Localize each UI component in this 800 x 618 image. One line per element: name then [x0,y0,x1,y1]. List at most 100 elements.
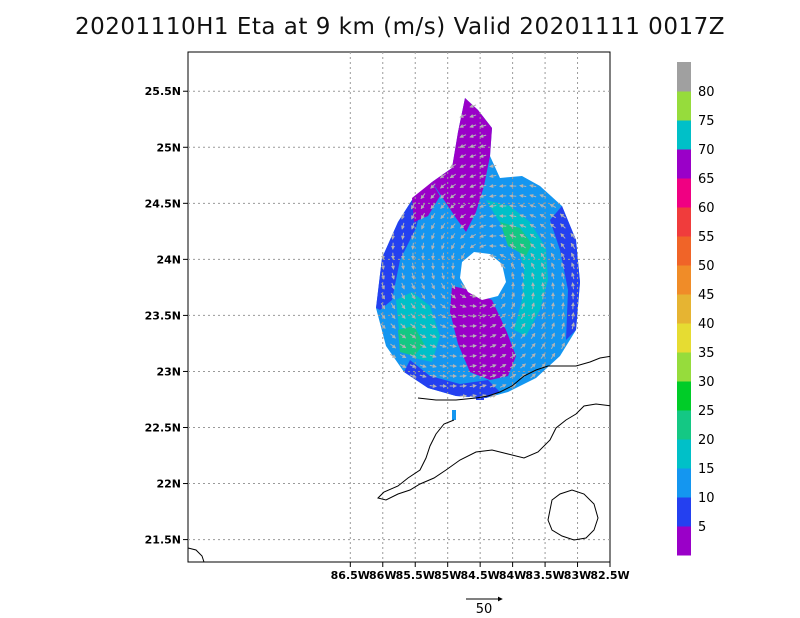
wind-vector [410,292,416,300]
colorbar-label: 75 [698,114,715,129]
wind-vector [509,244,517,248]
wind-vector [440,203,446,209]
wind-vector [449,163,457,169]
wind-vector [411,282,415,290]
wind-vector [560,223,566,229]
wind-vector [489,224,497,228]
wind-vector [439,354,447,358]
wind-vector [479,174,487,178]
wind-vector [390,333,396,339]
wind-vector [400,333,407,339]
wind-vector [439,324,447,328]
wind-vector [469,364,477,368]
wind-vector [450,213,456,219]
wind-vector [540,342,546,349]
y-tick-label: 24.5N [145,197,181,210]
wind-vector [539,194,547,198]
wind-vector [459,203,467,209]
wind-vector [430,213,436,220]
wind-vector [389,353,397,359]
wind-vector [560,252,566,260]
wind-vector [499,384,507,388]
wind-vector [519,214,527,218]
wind-vector [430,303,436,309]
colorbar-label: 65 [698,172,715,187]
wind-vector [449,193,456,199]
wind-vector [429,384,437,388]
wind-vector [521,292,525,300]
wind-vector [391,282,395,290]
wind-vector [541,312,545,320]
wind-vector [479,324,487,328]
wind-vector [429,364,437,368]
grid-lines [188,52,610,562]
x-axis: 86.5W 86W 85.5W 85W 84.5W 84W 83.5W 83W 82.5W [331,562,630,582]
wind-vector [541,282,545,290]
wind-vector [469,384,477,388]
wind-vector [451,272,455,280]
wind-vector [520,353,526,359]
colorbar-label: 25 [698,404,715,419]
wind-vector [529,184,537,188]
wind-vector [489,344,497,348]
wind-vector [399,364,407,368]
wind-vector [449,303,457,309]
y-tick-label: 23N [156,365,181,378]
wind-vector [539,204,547,208]
wind-vector [381,292,385,300]
wind-vector [431,262,435,270]
wind-vector [391,292,395,300]
wind-vector [541,302,545,310]
wind-vector [410,202,416,210]
wind-vector [500,263,506,269]
wind-vector [469,243,476,249]
wind-vector [541,322,545,330]
wind-vector [439,364,447,368]
wind-vector [499,254,507,258]
wind-vector [449,173,457,179]
wind-vector [540,332,546,340]
wind-vector [500,313,506,319]
wind-vector [500,292,506,300]
wind-vector [469,124,477,128]
wind-vector [519,224,527,228]
wind-vector [410,313,416,319]
colorbar-swatch [677,323,691,353]
wind-vector [419,333,427,339]
wind-vector [380,313,386,320]
wind-vector [430,193,436,199]
colorbar-label: 55 [698,230,715,245]
wind-vector [509,194,517,198]
wind-vector [411,272,415,280]
wind-vector [509,234,517,238]
wind-vector [531,262,535,270]
x-tick-label: 82.5W [590,569,629,582]
wind-vector [459,293,467,299]
wind-vector [499,353,507,359]
wind-vector [499,244,507,248]
wind-vector [489,303,497,309]
wind-vector [431,282,435,290]
wind-vector [459,114,467,118]
wind-vector [460,233,466,239]
wind-vector [479,244,487,248]
wind-vector [429,334,437,338]
colorbar-label: 15 [698,462,715,477]
wind-vector [391,272,395,280]
wind-vector [521,302,525,310]
wind-vector [450,223,456,229]
wind-vector [489,354,497,358]
wind-vector [440,232,446,240]
wind-vector [479,144,487,148]
wind-vector [440,223,446,230]
wind-vector [411,212,415,220]
wind-vector [459,213,466,219]
colorbar-label: 5 [698,520,706,535]
wind-vector [441,242,445,250]
chart-title: 20201110H1 Eta at 9 km (m/s) Valid 20201… [75,14,725,40]
wind-vector [459,124,467,128]
wind-vector [571,262,575,270]
wind-vector [540,252,546,259]
wind-vector [421,222,425,230]
wind-vector [459,164,467,168]
